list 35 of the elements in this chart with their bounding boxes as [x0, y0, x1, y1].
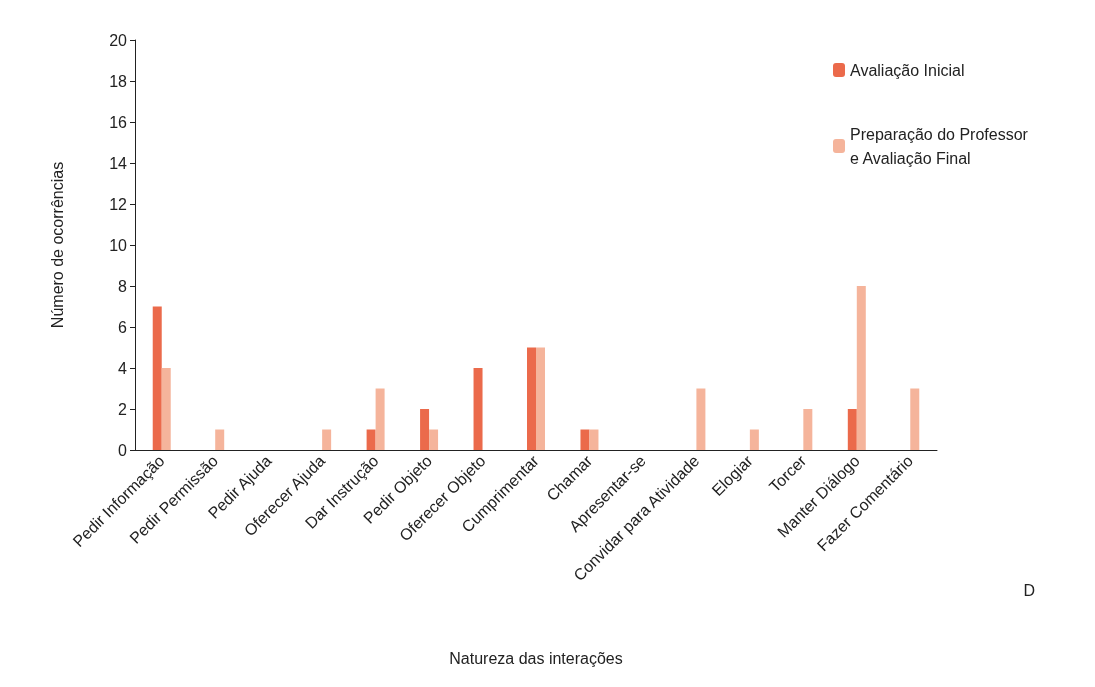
bar: [803, 409, 813, 450]
bar: [473, 368, 483, 450]
bar: [152, 306, 162, 450]
y-tick-label: 6: [118, 318, 128, 336]
y-tick-label: 4: [118, 359, 128, 377]
bar: [696, 388, 706, 450]
x-axis-title: Natureza das interações: [449, 649, 623, 667]
bar: [527, 347, 536, 450]
bar: [420, 409, 430, 450]
y-tick-label: 2: [118, 400, 128, 418]
bar: [366, 429, 376, 450]
bar: [856, 286, 866, 450]
y-tick-label: 16: [109, 113, 128, 131]
legend-label: Avaliação Inicial: [850, 61, 965, 79]
bar: [161, 368, 171, 450]
y-tick-label: 14: [109, 154, 128, 172]
bar: [322, 429, 332, 450]
bar: [589, 429, 599, 450]
bar: [749, 429, 759, 450]
bar: [429, 429, 439, 450]
legend-label: Preparação do Professor e Avaliação Final: [850, 125, 1033, 167]
y-tick-label: 8: [118, 277, 128, 295]
bar: [580, 429, 590, 450]
y-tick-label: 18: [109, 72, 128, 90]
bar: [536, 347, 545, 450]
bar: [375, 388, 385, 450]
y-tick-label: 10: [109, 236, 128, 254]
bar: [910, 388, 920, 450]
y-axis-title: Número de ocorrências: [48, 161, 66, 329]
y-tick-label: 0: [118, 441, 128, 459]
bar: [847, 409, 857, 450]
bar: [215, 429, 225, 450]
y-tick-label: 20: [109, 31, 128, 49]
y-tick-label: 12: [109, 195, 128, 213]
text: D: [1023, 581, 1036, 599]
